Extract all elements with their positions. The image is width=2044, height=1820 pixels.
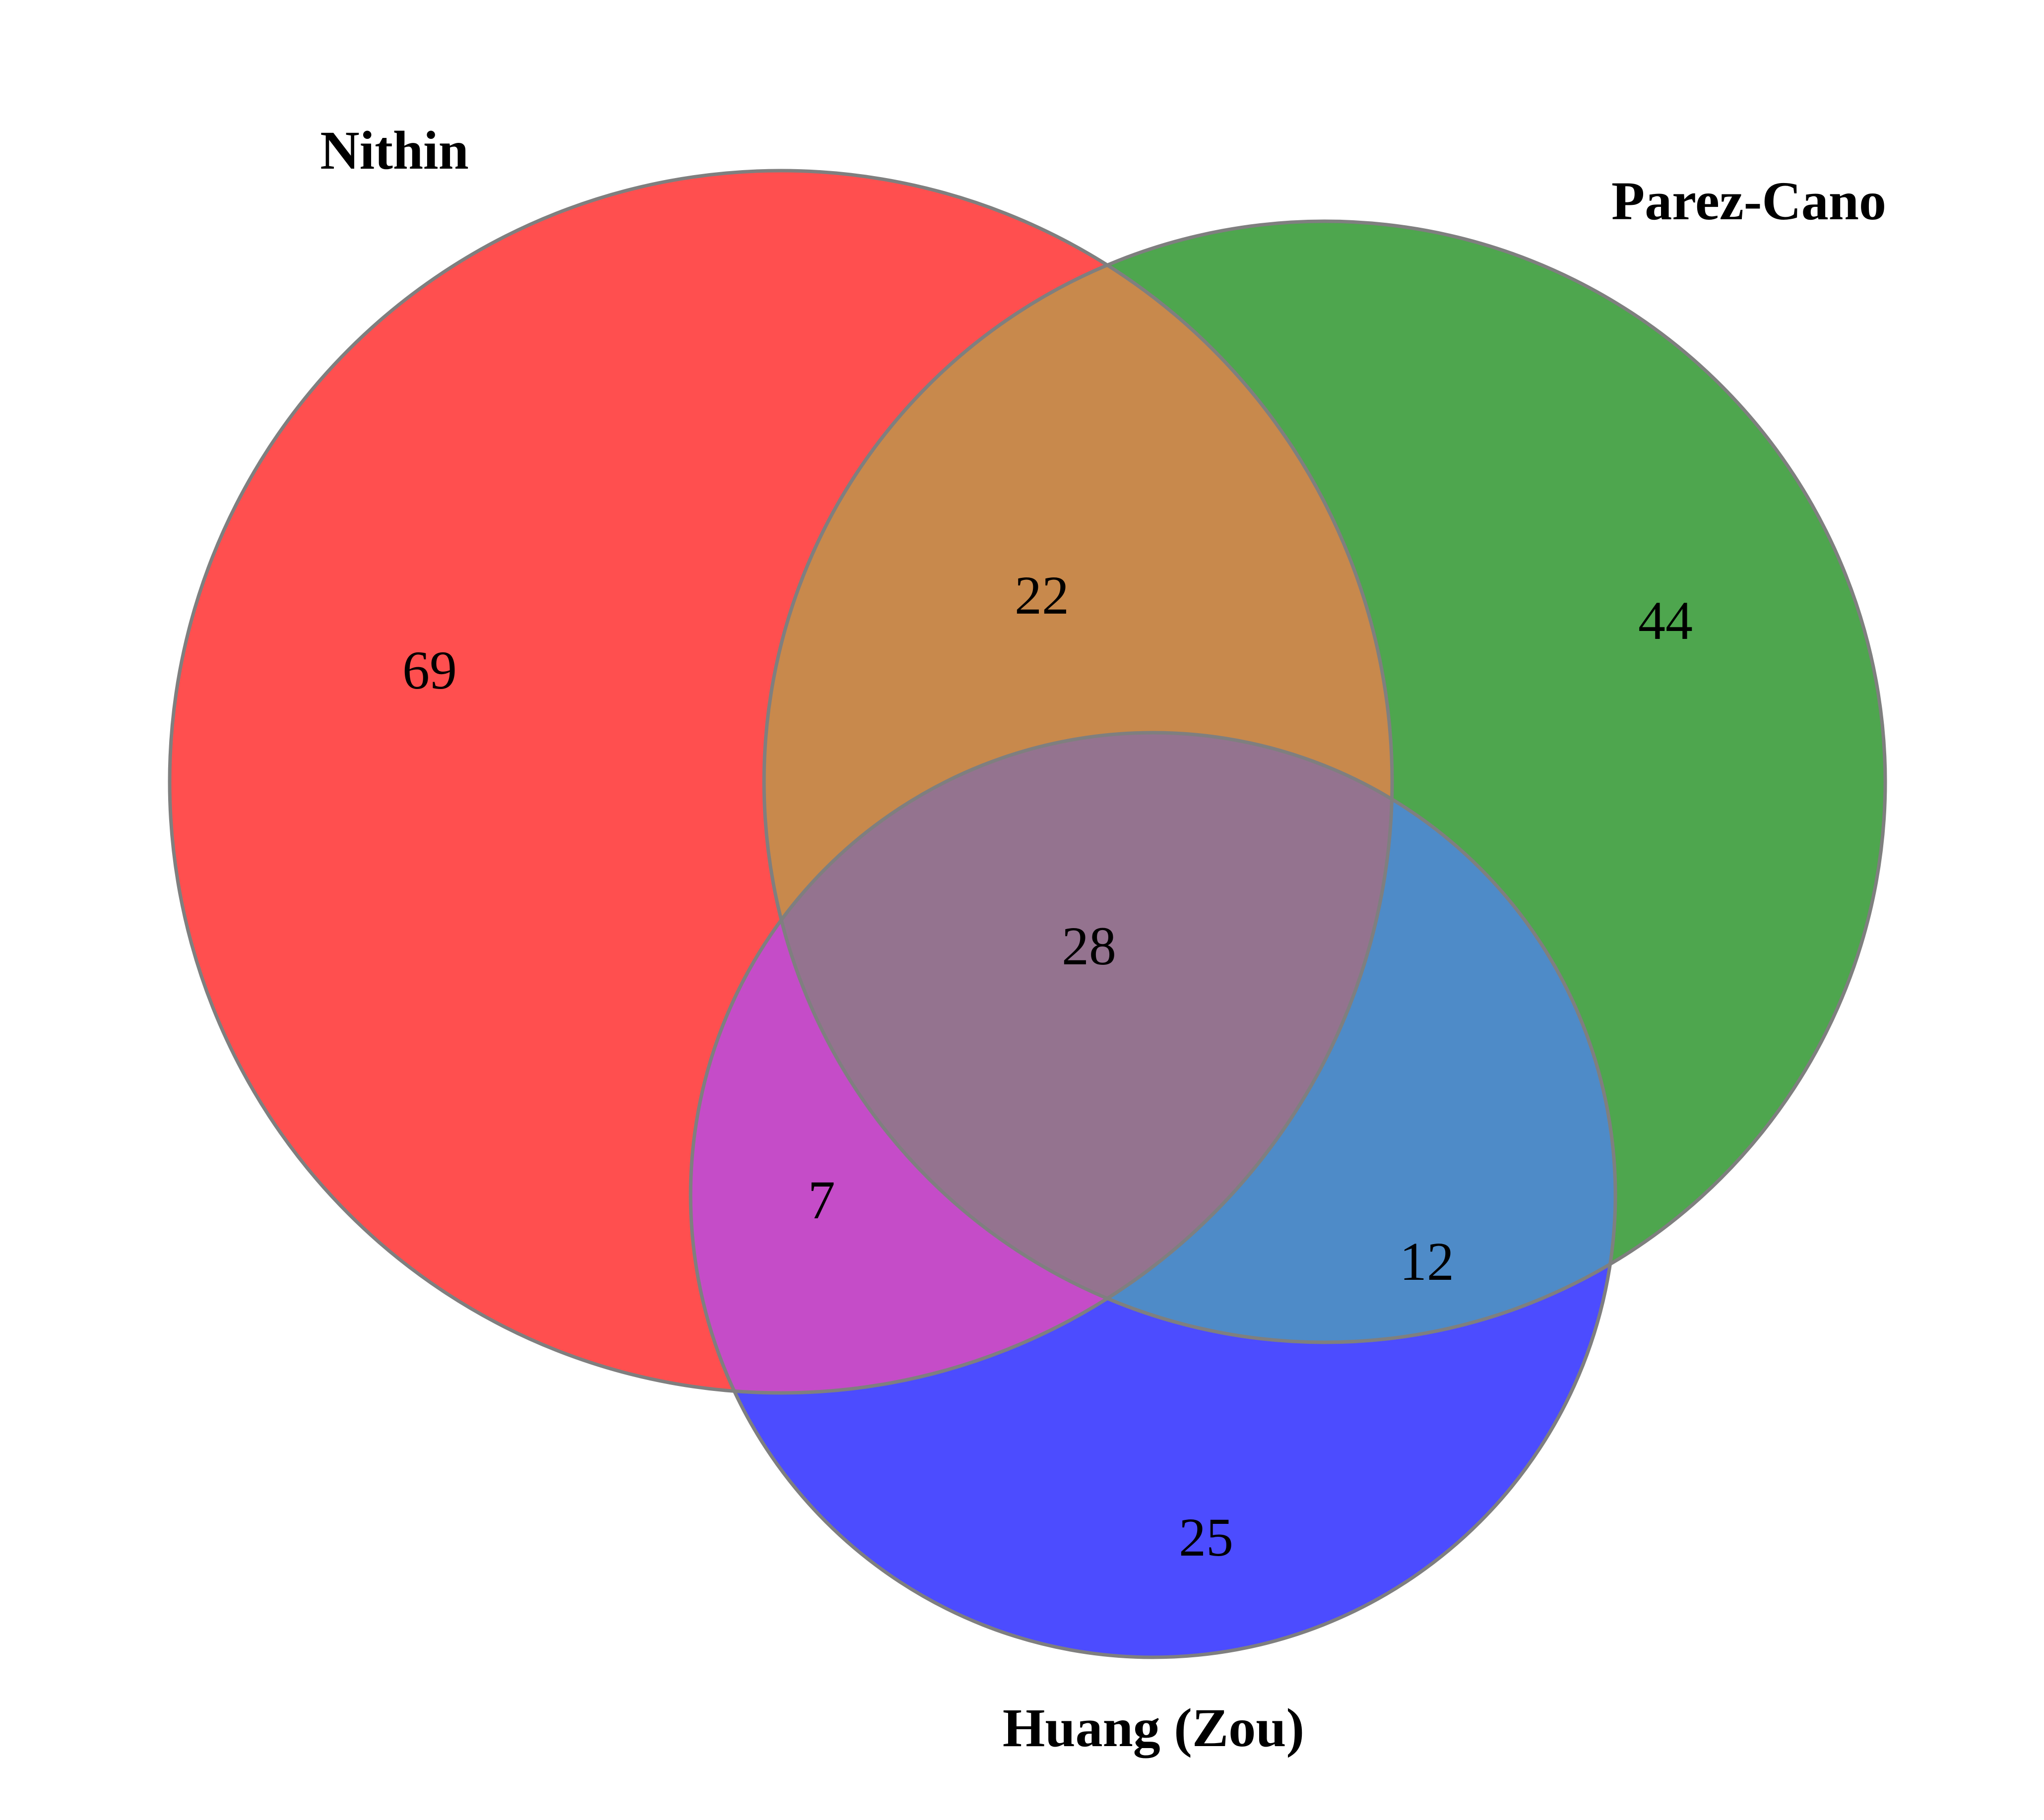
count-ab: 22 bbox=[1015, 565, 1069, 626]
set-label-c: Huang (Zou) bbox=[1003, 1697, 1304, 1758]
set-label-a: Nithin bbox=[320, 120, 469, 181]
count-ac: 7 bbox=[808, 1170, 835, 1230]
count-a-only: 69 bbox=[402, 640, 457, 700]
count-c-only: 25 bbox=[1179, 1507, 1233, 1568]
count-abc: 28 bbox=[1062, 916, 1116, 976]
circle-b-outline bbox=[762, 219, 1887, 1344]
count-bc: 12 bbox=[1400, 1231, 1454, 1292]
count-b-only: 44 bbox=[1638, 590, 1693, 651]
region-fills bbox=[170, 171, 1885, 1657]
circle-a-outline bbox=[168, 169, 1394, 1395]
set-label-b: Parez-Cano bbox=[1611, 171, 1886, 231]
circle-c-outline bbox=[689, 731, 1617, 1659]
circle-outlines bbox=[168, 169, 1887, 1659]
